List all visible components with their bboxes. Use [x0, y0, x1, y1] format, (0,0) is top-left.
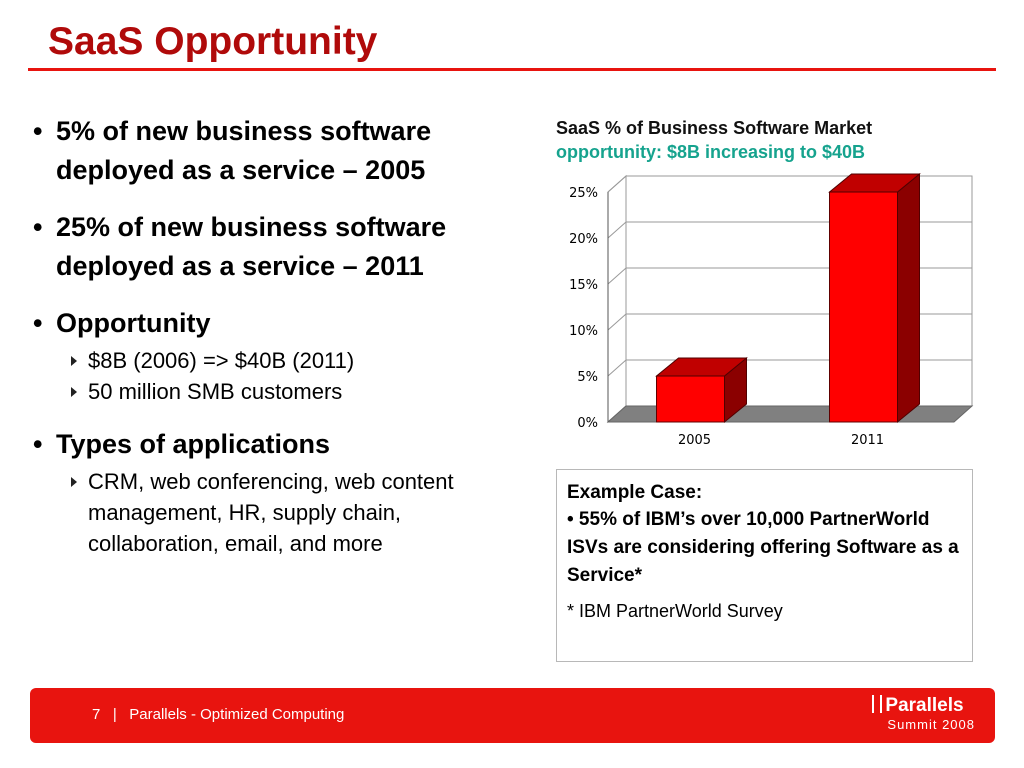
parallels-logo: Parallels Summit 2008 — [872, 695, 975, 733]
example-case-note: * IBM PartnerWorld Survey — [567, 601, 783, 621]
example-case-box: Example Case: • 55% of IBM’s over 10,000… — [556, 469, 973, 662]
y-tick-label: 5% — [577, 370, 598, 385]
chart-subtitle: opportunity: $8B increasing to $40B — [556, 142, 866, 162]
bullet-text: 5% of new business software deployed as … — [56, 116, 432, 185]
bullet-dot: • — [33, 212, 43, 242]
chart-side-wall — [607, 174, 627, 424]
sub-bullet-item: $8B (2006) => $40B (2011) — [30, 345, 555, 376]
logo-subtitle: Summit 2008 — [887, 717, 975, 732]
sub-bullet-item: CRM, web conferencing, web content manag… — [30, 466, 530, 559]
bullet-text: Types of applications — [56, 429, 331, 459]
footer-bar: 7 | Parallels - Optimized Computing Para… — [30, 688, 995, 743]
sub-bullet-item: 50 million SMB customers — [30, 376, 555, 407]
page-number: 7 — [92, 706, 101, 723]
bullet-item: • Opportunity — [30, 304, 555, 343]
sub-bullet-text: 50 million SMB customers — [88, 379, 343, 404]
bar-chart: 0% 5% 10% 15% 20% 25% 2005 2011 — [569, 172, 974, 448]
triangle-right-icon — [71, 387, 77, 397]
x-tick-label: 2005 — [678, 433, 711, 448]
y-tick-label: 15% — [569, 278, 598, 293]
bar-side — [897, 172, 920, 424]
slide-title: SaaS Opportunity — [48, 20, 378, 63]
bullet-item: • Types of applications — [30, 425, 555, 464]
bullet-text: 25% of new business software deployed as… — [56, 212, 447, 281]
chart-title: SaaS % of Business Software Market — [556, 118, 873, 138]
bullet-item: • 5% of new business software deployed a… — [30, 112, 555, 190]
parallels-bars-icon — [872, 695, 883, 713]
logo-name: Parallels — [885, 695, 964, 716]
triangle-right-icon — [71, 356, 77, 366]
y-tick-label: 10% — [569, 324, 598, 339]
example-case-heading: Example Case: — [567, 482, 703, 503]
bar-top — [828, 173, 921, 193]
footer-separator: | — [112, 706, 117, 723]
bullet-list: • 5% of new business software deployed a… — [30, 112, 555, 559]
y-tick-label: 20% — [569, 232, 598, 247]
bullet-dot: • — [33, 308, 43, 338]
bullet-dot: • — [33, 429, 43, 459]
bar-top — [655, 357, 748, 377]
footer-tagline: Parallels - Optimized Computing — [129, 706, 345, 723]
sub-bullet-text: CRM, web conferencing, web content manag… — [88, 469, 454, 556]
bullet-dot: • — [33, 116, 43, 146]
x-tick-label: 2011 — [851, 433, 884, 448]
example-case-body: • 55% of IBM’s over 10,000 PartnerWorld … — [567, 509, 959, 586]
bar — [656, 375, 725, 423]
bullet-item: • 25% of new business software deployed … — [30, 208, 555, 286]
y-tick-label: 25% — [569, 186, 598, 201]
bar — [829, 191, 898, 423]
title-divider — [28, 68, 996, 71]
triangle-right-icon — [71, 477, 77, 487]
y-tick-label: 0% — [577, 416, 598, 431]
bullet-text: Opportunity — [56, 308, 211, 338]
footer-text: 7 | Parallels - Optimized Computing — [92, 706, 344, 723]
sub-bullet-text: $8B (2006) => $40B (2011) — [88, 348, 355, 373]
